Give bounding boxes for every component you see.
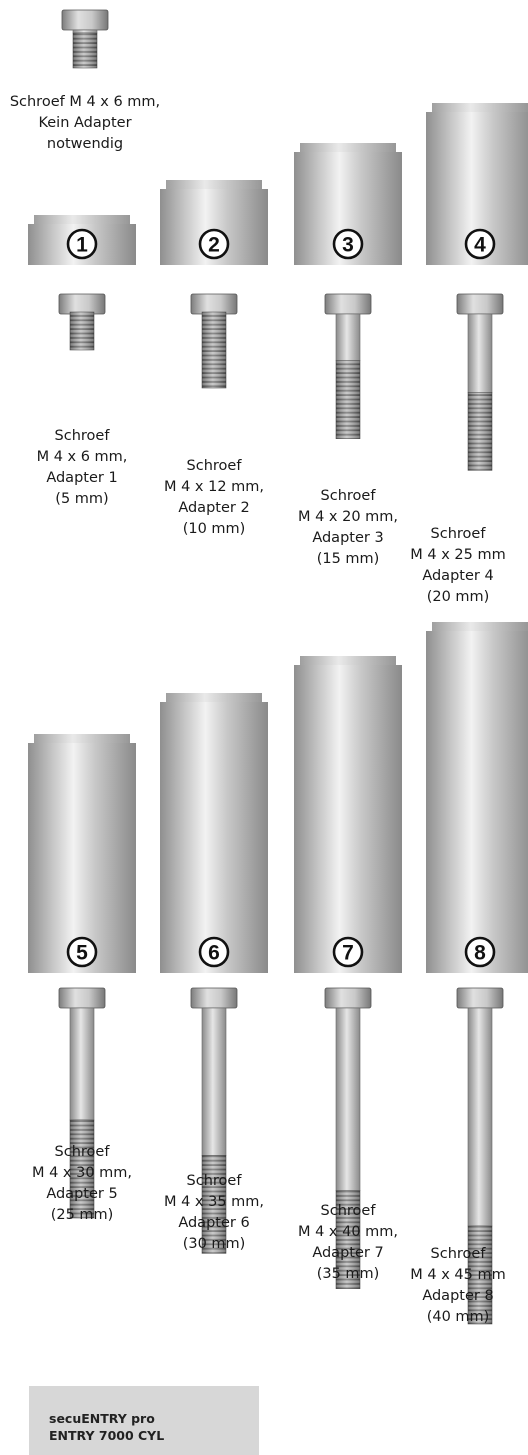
screw-2 [190,293,238,389]
adapter-number-badge [464,936,496,968]
screw-caption-line: Schroef [186,458,242,474]
adapter-6: 6 [160,693,268,973]
screw-caption-4: Schroef M 4 x 25 mm Adapter 4 (20 mm) [388,524,528,608]
adapter-number-label: 1 [76,234,88,257]
screw-caption-line: Schroef [430,1246,486,1262]
screw-caption-line: M 4 x 6 mm, [36,449,128,465]
screw-caption-line: M 4 x 20 mm, [297,509,399,525]
screw-caption-line: M 4 x 40 mm, [297,1224,399,1240]
screw-caption-6: Schroef M 4 x 35 mm, Adapter 6 (30 mm) [144,1171,284,1255]
screw-caption-line: Schroef [430,526,486,542]
product-label: secuENTRY pro ENTRY 7000 CYL [29,1386,259,1455]
screw-no-adapter [61,9,109,69]
product-label-line2: ENTRY 7000 CYL [49,1428,165,1443]
screw-caption-line: M 4 x 35 mm, [163,1194,265,1210]
adapter-1: 1 [28,215,136,265]
adapter-number-label: 3 [342,234,354,257]
adapter-5: 5 [28,734,136,973]
screw-caption-line: Schroef [320,488,376,504]
adapter-number-label: 2 [208,234,220,257]
adapter-number-badge [198,936,230,968]
screw-caption-line: (5 mm) [55,491,109,507]
screw-caption-line: (30 mm) [182,1236,246,1252]
adapter-number-badge [66,936,98,968]
adapter-number-label: 4 [474,234,486,257]
screw-caption-line: M 4 x 45 mm [410,1267,506,1283]
adapter-number-label: 6 [208,942,220,965]
adapter-number-badge [198,228,230,260]
adapter-4: 4 [426,103,528,265]
screw-caption-line: Adapter 2 [178,500,250,516]
screw-7 [324,987,372,1289]
adapter-number-badge [332,228,364,260]
screw-1 [58,293,106,351]
screw-5 [58,987,106,1219]
top-screw-caption-line: Schroef M 4 x 6 mm, [9,94,161,110]
adapter-number-badge [464,228,496,260]
adapter-number-badge [332,936,364,968]
screw-caption-line: Adapter 5 [46,1186,118,1202]
adapter-8: 8 [426,622,528,973]
screw-caption-line: Adapter 6 [178,1215,250,1231]
product-label-line1: secuENTRY pro [49,1411,155,1426]
screw-caption-line: M 4 x 30 mm, [31,1165,133,1181]
top-screw-caption-line: notwendig [46,136,124,152]
screw-caption-8: Schroef M 4 x 45 mm Adapter 8 (40 mm) [388,1244,528,1328]
screw-caption-line: Adapter 1 [46,470,118,486]
screw-caption-3: Schroef M 4 x 20 mm, Adapter 3 (15 mm) [278,486,418,570]
screw-caption-line: (15 mm) [316,551,380,567]
top-screw-caption: Schroef M 4 x 6 mm, Kein Adapter notwend… [0,92,170,155]
screw-caption-5: Schroef M 4 x 30 mm, Adapter 5 (25 mm) [12,1142,152,1226]
screw-3 [324,293,372,439]
screw-caption-line: Adapter 8 [422,1288,494,1304]
screw-caption-line: Schroef [54,1144,110,1160]
screw-caption-line: Adapter 3 [312,530,384,546]
screw-8 [456,987,504,1325]
screw-caption-line: (35 mm) [316,1266,380,1282]
screw-caption-line: (20 mm) [426,589,490,605]
screw-caption-7: Schroef M 4 x 40 mm, Adapter 7 (35 mm) [278,1201,418,1285]
adapter-2: 2 [160,180,268,265]
screw-caption-line: Adapter 7 [312,1245,384,1261]
adapter-number-label: 8 [474,942,486,965]
adapter-3: 3 [294,143,402,265]
screw-caption-line: M 4 x 25 mm [410,547,506,563]
screw-6 [190,987,238,1254]
screw-caption-line: (40 mm) [426,1309,490,1325]
screw-caption-line: M 4 x 12 mm, [163,479,265,495]
screw-caption-line: (25 mm) [50,1207,114,1223]
screw-caption-2: Schroef M 4 x 12 mm, Adapter 2 (10 mm) [144,456,284,540]
adapter-7: 7 [294,656,402,973]
adapter-number-badge [66,228,98,260]
top-screw-caption-line: Kein Adapter [38,115,132,131]
screw-caption-line: Adapter 4 [422,568,494,584]
screw-4 [456,293,504,471]
screw-caption-line: (10 mm) [182,521,246,537]
screw-caption-line: Schroef [186,1173,242,1189]
screw-caption-line: Schroef [320,1203,376,1219]
screw-caption-line: Schroef [54,428,110,444]
adapter-number-label: 5 [76,942,88,965]
screw-caption-1: Schroef M 4 x 6 mm, Adapter 1 (5 mm) [12,426,152,510]
adapter-number-label: 7 [342,942,354,965]
